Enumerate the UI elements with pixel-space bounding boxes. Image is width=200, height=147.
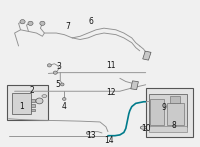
Bar [167, 103, 184, 125]
Bar [31, 109, 35, 111]
Circle shape [28, 21, 33, 25]
Text: 11: 11 [106, 61, 116, 70]
Text: 4: 4 [62, 102, 67, 111]
Text: 7: 7 [66, 22, 71, 31]
Bar [12, 93, 31, 114]
Bar [143, 51, 151, 60]
Circle shape [47, 64, 51, 67]
Text: 2: 2 [29, 86, 34, 95]
Text: 9: 9 [161, 103, 166, 112]
Bar [7, 85, 48, 120]
Ellipse shape [42, 95, 47, 98]
Text: 14: 14 [104, 136, 114, 145]
Bar [149, 126, 187, 132]
Bar [170, 96, 180, 103]
Text: 5: 5 [55, 80, 60, 89]
Circle shape [36, 98, 43, 104]
Circle shape [62, 98, 66, 100]
Text: 3: 3 [57, 62, 62, 71]
Text: 10: 10 [141, 124, 150, 133]
Text: 6: 6 [89, 17, 94, 26]
Circle shape [20, 20, 25, 24]
Text: 12: 12 [106, 88, 116, 97]
Bar [31, 104, 35, 107]
Bar [31, 99, 35, 102]
Text: 8: 8 [171, 121, 176, 130]
Circle shape [53, 71, 57, 74]
Text: 13: 13 [86, 131, 96, 140]
Circle shape [60, 83, 64, 86]
Bar [146, 88, 193, 137]
Ellipse shape [140, 126, 146, 129]
Circle shape [86, 132, 90, 134]
Bar [149, 95, 187, 127]
Bar [150, 99, 164, 125]
Text: 1: 1 [19, 102, 24, 111]
Circle shape [40, 21, 45, 25]
Bar [131, 81, 138, 90]
